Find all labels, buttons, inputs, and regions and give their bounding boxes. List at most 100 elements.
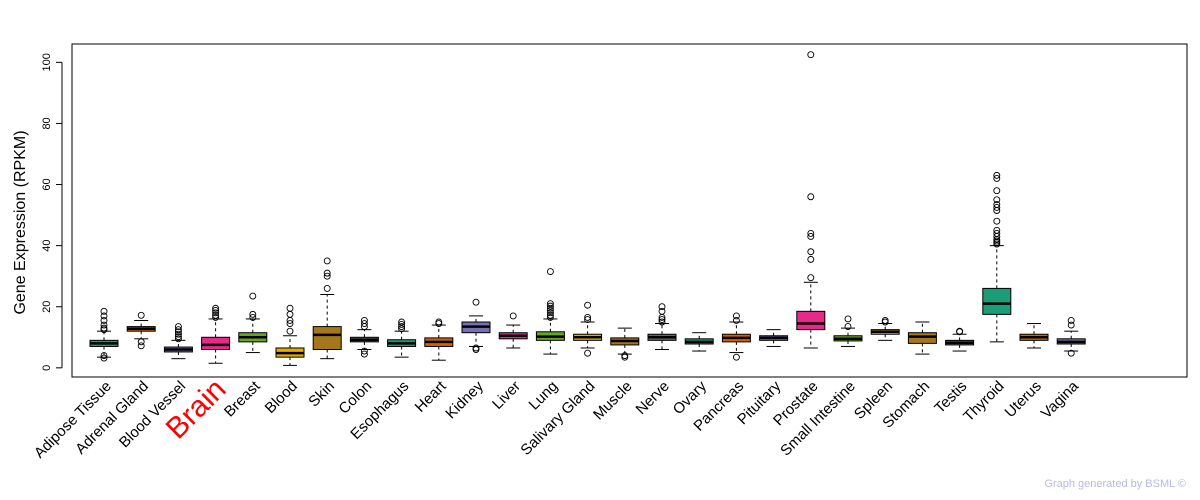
box-heart — [424, 318, 454, 361]
outlier-point — [323, 272, 331, 280]
box-iqr — [796, 310, 826, 331]
outlier-point — [881, 317, 889, 324]
x-tick-label: Skin — [305, 378, 338, 411]
outlier-point — [360, 350, 368, 358]
outlier-point — [546, 309, 554, 317]
box-blood — [275, 304, 305, 366]
box-breast — [238, 292, 268, 354]
outlier-point — [807, 233, 815, 240]
box-skin — [312, 257, 342, 360]
outlier-point — [174, 323, 182, 331]
outlier-point — [174, 330, 182, 338]
outlier-point — [286, 304, 294, 312]
outlier-point — [546, 300, 554, 308]
box-nerve — [647, 303, 677, 351]
outlier-point — [584, 313, 592, 321]
outlier-point — [286, 310, 294, 318]
outlier-point — [546, 313, 554, 321]
box-stomach — [907, 321, 937, 355]
outlier-point — [249, 313, 257, 321]
outlier-point — [360, 317, 368, 324]
outlier-point — [844, 323, 852, 331]
outlier-point — [100, 312, 108, 320]
box-spleen — [870, 317, 900, 341]
outlier-point — [174, 326, 182, 334]
outlier-point — [546, 306, 554, 314]
outlier-point — [137, 311, 145, 319]
outlier-point — [323, 284, 331, 292]
outlier-point — [100, 321, 108, 329]
box-prostate — [796, 51, 826, 349]
outlier-point — [993, 229, 1001, 237]
box-blood-vessel — [163, 323, 193, 360]
outlier-point — [993, 171, 1001, 179]
outlier-point — [174, 335, 182, 343]
x-tick-label: Uterus — [1002, 378, 1045, 421]
outlier-point — [323, 257, 331, 265]
outlier-point — [398, 321, 406, 328]
box-thyroid — [982, 171, 1012, 343]
outlier-point — [323, 269, 331, 277]
y-tick-label: 80 — [41, 117, 53, 129]
outlier-point — [212, 306, 220, 314]
y-axis-label: Gene Expression (RPKM) — [12, 130, 29, 314]
outlier-point — [732, 317, 740, 324]
outlier-point — [398, 323, 406, 331]
x-tick-label: Blood — [262, 378, 301, 417]
outlier-point — [658, 318, 666, 326]
box-series — [89, 51, 1086, 366]
outlier-point — [1067, 317, 1075, 324]
outlier-point — [174, 333, 182, 341]
box-ovary — [684, 332, 714, 352]
outlier-point — [993, 226, 1001, 234]
outlier-point — [174, 328, 182, 336]
outlier-point — [658, 307, 666, 315]
outlier-point — [509, 312, 517, 320]
box-testis — [945, 327, 975, 352]
box-salivary-gland — [573, 301, 603, 357]
outlier-point — [844, 315, 852, 323]
x-tick-label: Muscle — [590, 378, 636, 424]
box-uterus — [1019, 323, 1049, 349]
plot-frame — [71, 43, 1188, 378]
x-tick-label: Kidney — [442, 377, 487, 422]
y-axis-label-group: Gene Expression (RPKM) — [12, 130, 29, 314]
box-iqr — [907, 332, 937, 344]
outlier-point — [732, 312, 740, 320]
outlier-point — [100, 354, 108, 362]
box-small-intestine — [833, 315, 863, 347]
x-tick-label: Liver — [489, 378, 524, 413]
box-muscle — [610, 327, 640, 361]
outlier-point — [286, 320, 294, 327]
outlier-point — [807, 255, 815, 263]
outlier-point — [212, 311, 220, 319]
outlier-point — [807, 274, 815, 282]
outlier-point — [1067, 349, 1075, 357]
outlier-point — [398, 318, 406, 326]
outlier-point — [807, 248, 815, 256]
outlier-point — [993, 217, 1001, 225]
x-tick-label: Thyroid — [960, 378, 1007, 425]
outlier-point — [546, 311, 554, 319]
outlier-point — [1067, 321, 1075, 329]
outlier-point — [212, 304, 220, 312]
box-pituitary — [759, 329, 789, 347]
outlier-point — [100, 317, 108, 324]
outlier-point — [100, 352, 108, 360]
outlier-point — [360, 320, 368, 327]
box-lung — [535, 268, 565, 355]
outlier-point — [807, 229, 815, 237]
box-brain — [201, 304, 231, 364]
outlier-point — [584, 316, 592, 324]
credit-text: Graph generated by BSML © — [1044, 478, 1186, 490]
x-tick-label: Nerve — [633, 378, 673, 418]
outlier-point — [546, 304, 554, 312]
box-adrenal-gland — [126, 311, 156, 350]
outlier-point — [993, 187, 1001, 195]
outlier-point — [360, 347, 368, 355]
box-pancreas — [721, 312, 751, 361]
outlier-point — [658, 316, 666, 324]
outlier-point — [100, 307, 108, 315]
box-liver — [498, 312, 528, 349]
box-adipose-tissue — [89, 307, 119, 362]
